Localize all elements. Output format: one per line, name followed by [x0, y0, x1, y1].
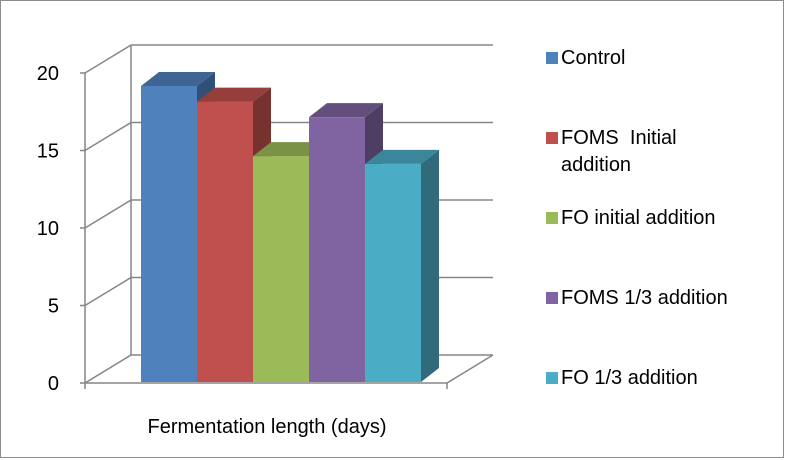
legend-label: FOMS 1/3 addition — [561, 287, 728, 309]
bar-front — [141, 86, 197, 382]
legend-item: FO initial addition — [546, 205, 776, 232]
legend-label: FO 1/3 addition — [561, 367, 698, 389]
y-tick-label: 20 — [37, 63, 59, 85]
y-tick-label: 5 — [48, 296, 59, 318]
y-tick-label: 15 — [37, 141, 59, 163]
legend-label: FOMS Initial addition — [561, 127, 683, 176]
x-axis-title: Fermentation length (days) — [147, 416, 386, 438]
bar-front — [365, 163, 421, 382]
legend-item: Control — [546, 45, 776, 72]
legend-swatch — [546, 212, 558, 224]
bar-side — [421, 149, 439, 382]
legend-swatch — [546, 292, 558, 304]
chart-plot: 0 5 10 15 20 Fermentation length (days) — [37, 44, 494, 438]
bar-front — [309, 117, 365, 382]
gridline-depth — [84, 199, 132, 229]
legend-swatch — [546, 52, 558, 64]
bar-front — [253, 156, 309, 382]
bars — [141, 72, 439, 382]
bar-fo-1-3-addition — [365, 149, 439, 382]
y-tick-label: 10 — [37, 218, 59, 240]
legend-item: FOMS 1/3 addition — [546, 285, 776, 312]
floor-right-edge — [446, 354, 494, 384]
legend-item: FOMS Initial addition — [546, 125, 711, 179]
axes — [80, 45, 494, 389]
legend-label: Control — [561, 47, 626, 69]
y-tick-labels: 0 5 10 15 20 — [37, 63, 59, 395]
bar-front — [197, 101, 253, 382]
bar-top — [309, 103, 383, 118]
bar-top — [365, 149, 439, 164]
y-tick-label: 0 — [48, 373, 59, 395]
bar-top — [197, 87, 271, 102]
bar-top — [141, 72, 215, 86]
gridline-depth — [84, 276, 132, 307]
legend-swatch — [546, 132, 558, 144]
gridline-depth — [84, 44, 132, 74]
legend-label: FO initial addition — [561, 207, 716, 229]
gridline-depth — [84, 354, 132, 384]
gridline-depth — [84, 121, 132, 152]
bar-top — [253, 142, 327, 157]
legend-swatch — [546, 372, 558, 384]
legend: Control FOMS Initial addition FO initial a… — [546, 1, 781, 459]
legend-item: FO 1/3 addition — [546, 365, 776, 392]
